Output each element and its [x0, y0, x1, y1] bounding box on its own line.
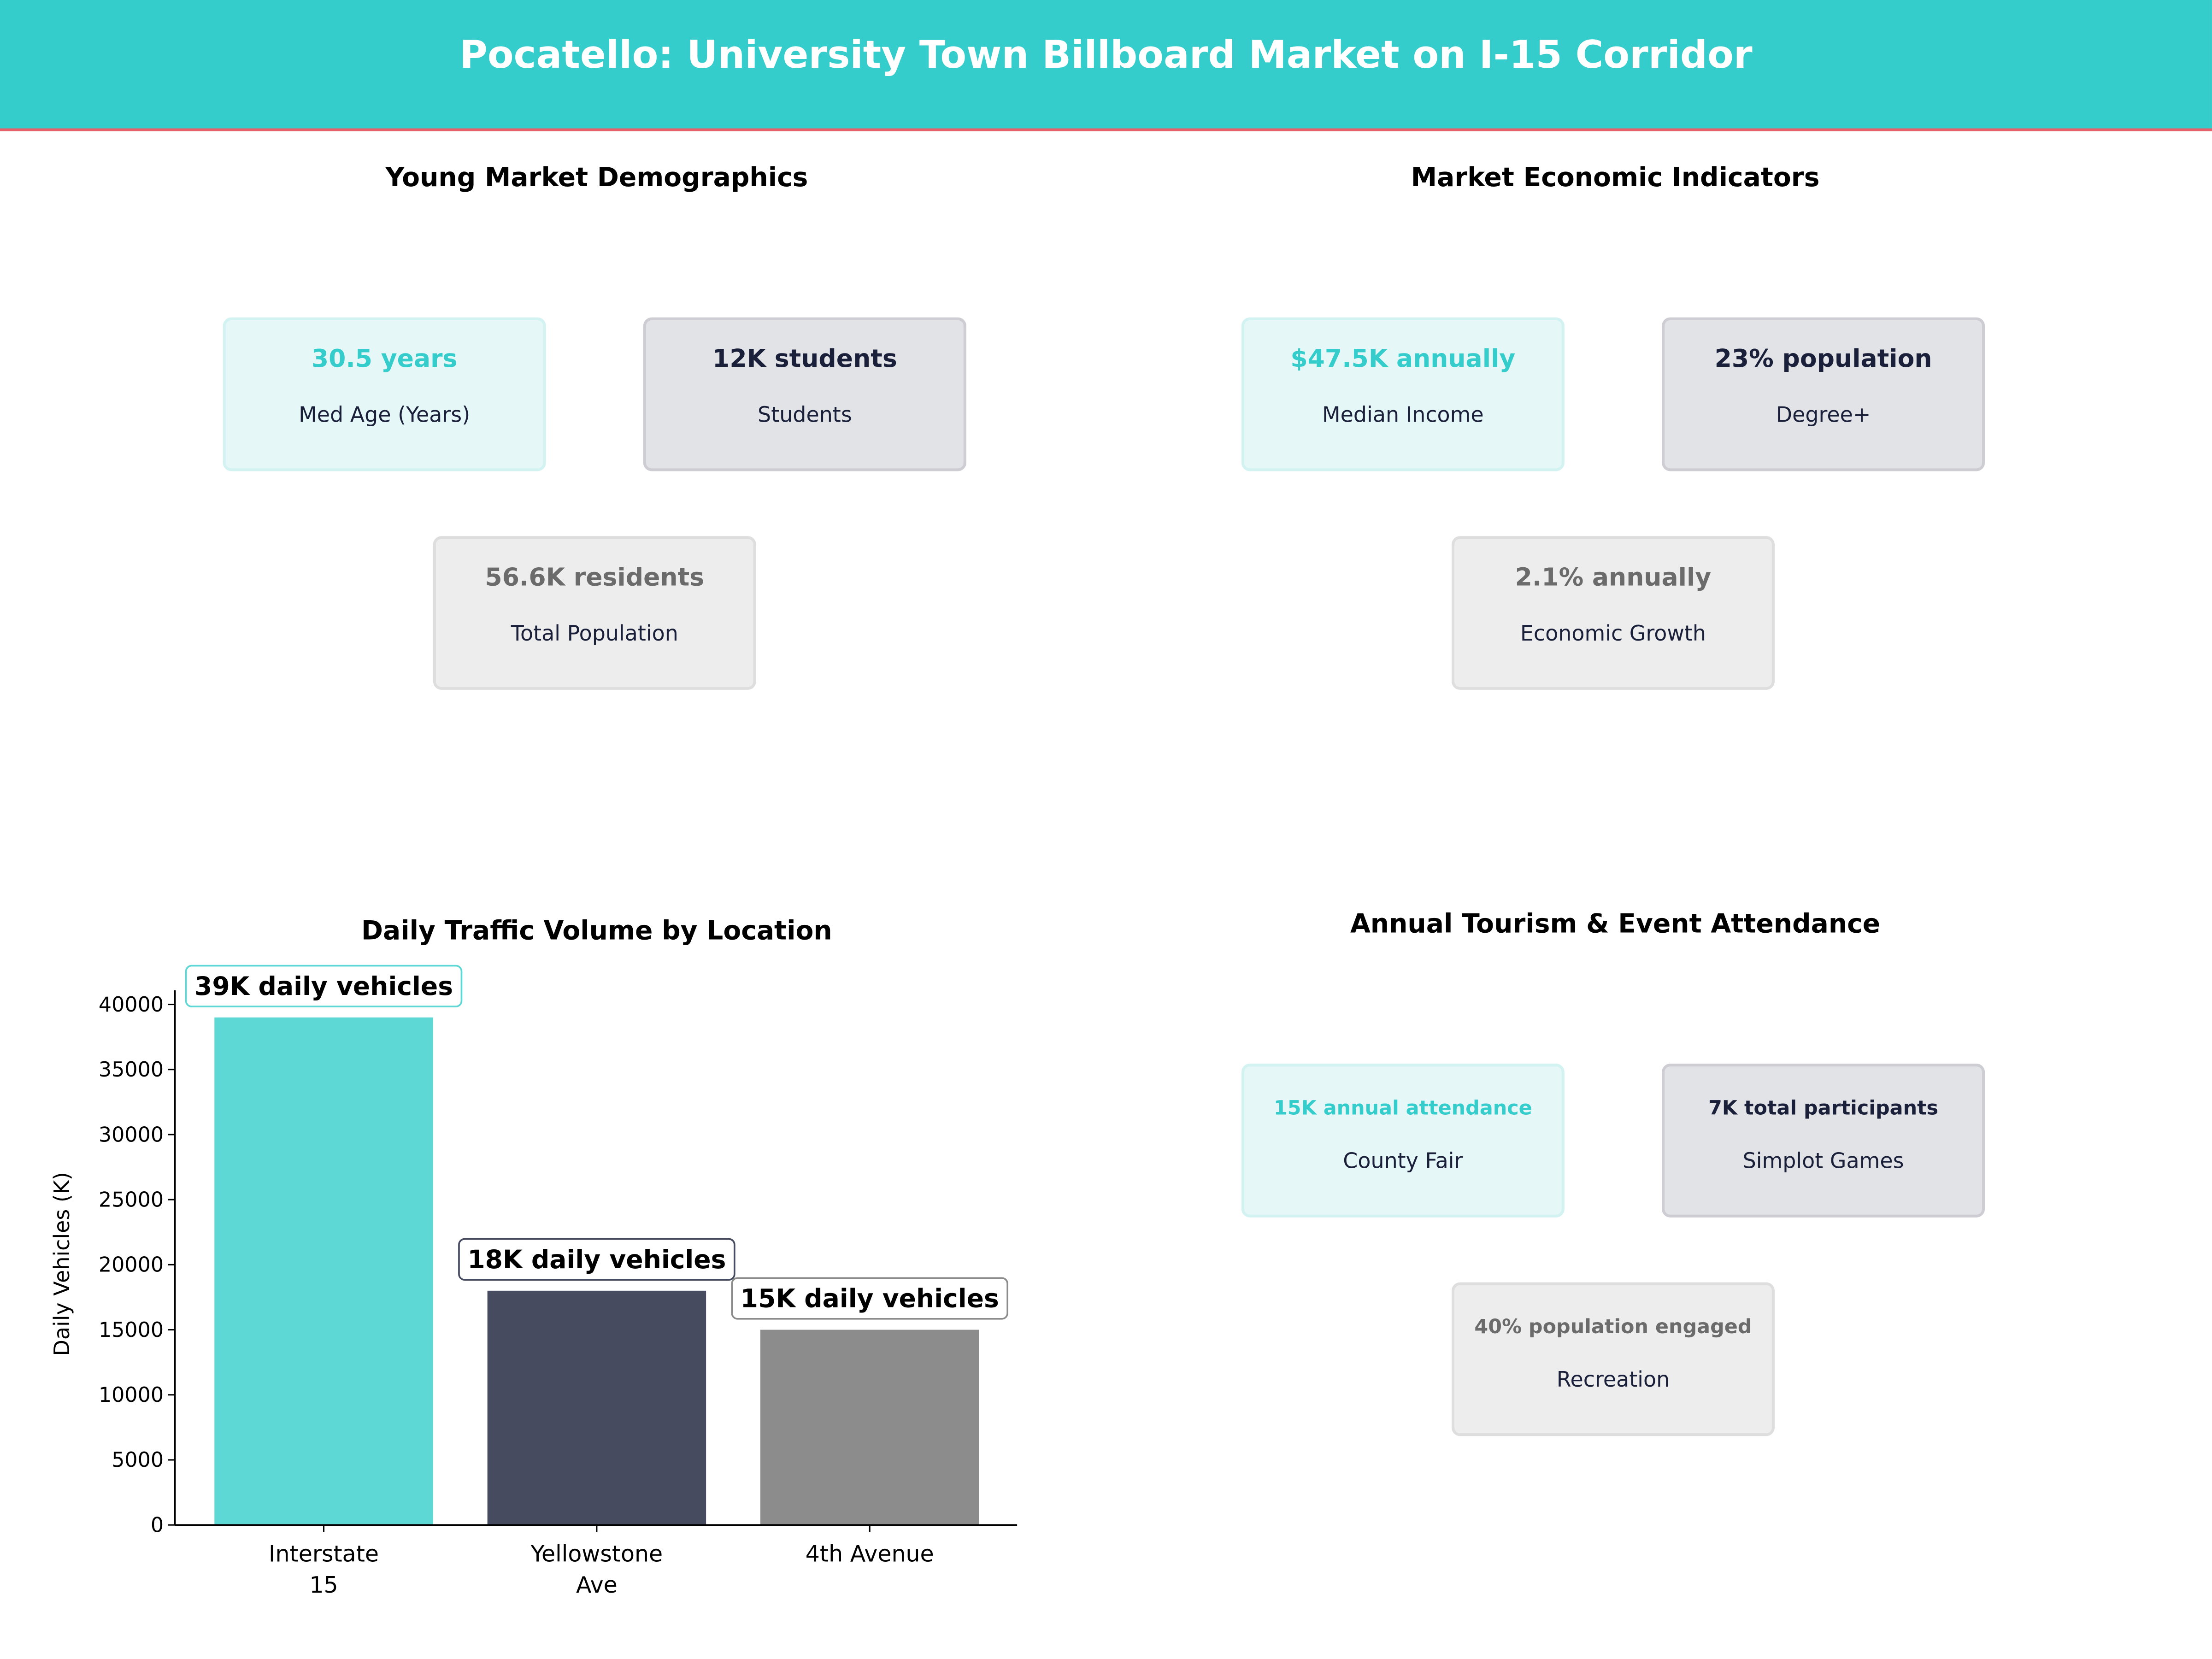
y-tick-label: 30000 [99, 1123, 164, 1147]
data-label-2: 15K daily vehicles [741, 1284, 999, 1313]
card-value: 30.5 years [311, 345, 458, 374]
data-label-box [458, 1238, 735, 1281]
card-value: 40% population engaged [1474, 1316, 1752, 1339]
card-label: Students [758, 402, 852, 428]
card-value: $47.5K annually [1290, 345, 1516, 374]
card-county-fair: 15K annual attendance County Fair [1241, 1064, 1565, 1218]
card-label: Total Population [511, 620, 678, 647]
bar-1 [487, 1290, 706, 1525]
y-axis-label: Daily Vehicles (K) [49, 1172, 74, 1356]
card-value: 12K students [712, 345, 897, 374]
x-tick-label: Yellowstone [530, 1541, 663, 1567]
card-value: 23% population [1714, 345, 1932, 374]
y-tick-label: 40000 [99, 993, 164, 1017]
card-students: 12K students Students [643, 317, 966, 471]
x-tick-label: Ave [576, 1572, 618, 1598]
data-label-box [185, 965, 463, 1007]
data-label-box [731, 1277, 1008, 1320]
bar-0 [214, 1017, 433, 1525]
card-label: Median Income [1322, 402, 1484, 428]
card-median-income: $47.5K annually Median Income [1241, 317, 1565, 471]
y-tick-label: 35000 [99, 1058, 164, 1082]
header-banner: Pocatello: University Town Billboard Mar… [0, 0, 2212, 131]
x-tick-label: 15 [309, 1572, 338, 1598]
bar-2 [760, 1330, 979, 1525]
card-value: 15K annual attendance [1273, 1097, 1532, 1120]
y-tick-label: 15000 [99, 1318, 164, 1342]
card-label: Degree+ [1776, 402, 1871, 428]
card-label: County Fair [1343, 1148, 1463, 1174]
card-value: 7K total participants [1708, 1097, 1939, 1120]
page-title: Pocatello: University Town Billboard Mar… [459, 34, 1753, 78]
data-label-1: 18K daily vehicles [467, 1245, 726, 1274]
card-economic-growth: 2.1% annually Economic Growth [1451, 536, 1775, 690]
y-tick-label: 5000 [112, 1448, 164, 1472]
card-label: Simplot Games [1742, 1148, 1904, 1174]
card-simplot-games: 7K total participants Simplot Games [1662, 1064, 1985, 1218]
card-value: 2.1% annually [1515, 564, 1712, 593]
card-recreation: 40% population engaged Recreation [1451, 1282, 1775, 1436]
economics-title: Market Economic Indicators [1411, 164, 1820, 194]
y-tick-label: 0 [151, 1513, 164, 1537]
chart-title: Daily Traffic Volume by Location [361, 916, 832, 946]
y-tick-label: 25000 [99, 1188, 164, 1212]
y-tick-label: 10000 [99, 1383, 164, 1407]
tourism-title: Annual Tourism & Event Attendance [1350, 910, 1881, 940]
card-label: Economic Growth [1520, 620, 1706, 647]
x-tick-label: Interstate [269, 1541, 379, 1567]
card-label: Med Age (Years) [299, 402, 471, 428]
y-tick-label: 20000 [99, 1253, 164, 1277]
card-population: 56.6K residents Total Population [433, 536, 756, 690]
card-median-age: 30.5 years Med Age (Years) [223, 317, 546, 471]
demographics-title: Young Market Demographics [385, 164, 808, 194]
data-label-0: 39K daily vehicles [194, 971, 453, 1001]
x-tick-label: 4th Avenue [806, 1541, 934, 1567]
card-label: Recreation [1556, 1367, 1670, 1393]
card-value: 56.6K residents [485, 564, 705, 593]
card-degree: 23% population Degree+ [1662, 317, 1985, 471]
